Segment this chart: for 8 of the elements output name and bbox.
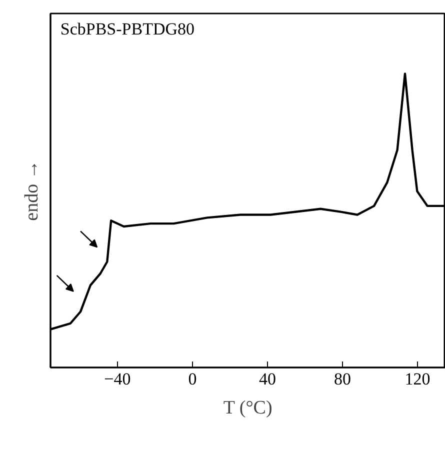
x-tick-label: 0 — [188, 370, 197, 388]
x-tick-label: 120 — [404, 370, 430, 388]
y-axis-title: endo → — [22, 160, 42, 221]
chart-title: ScbPBS-PBTDG80 — [60, 19, 195, 38]
x-tick-label: −40 — [104, 370, 131, 388]
x-tick-label: 80 — [334, 370, 352, 388]
x-axis-title: T (°C) — [223, 398, 272, 418]
x-tick-label: 40 — [259, 370, 276, 388]
